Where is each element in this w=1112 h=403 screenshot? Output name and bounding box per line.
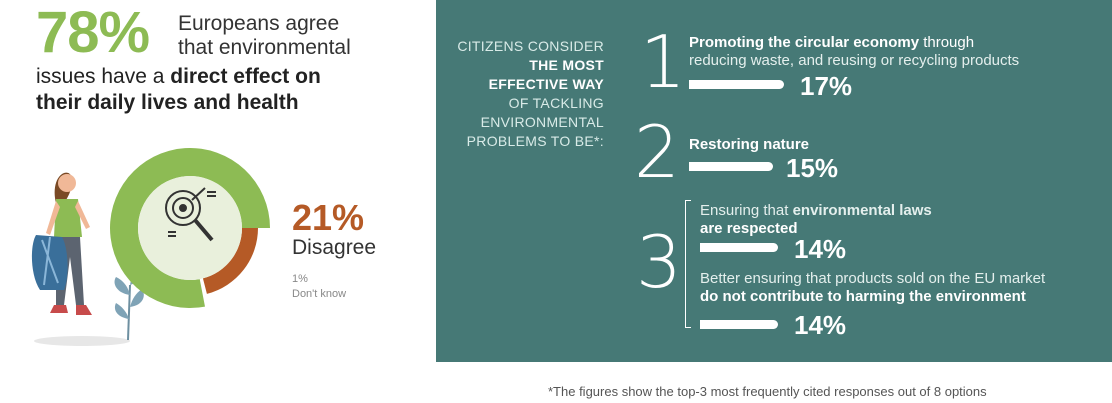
item-1-bold: Promoting the circular economy: [689, 34, 920, 51]
donut-segment-agree: [110, 148, 270, 308]
rank-number-1: 1: [640, 20, 686, 104]
issues-bold: direct effect on: [170, 65, 321, 88]
item-2-percent: 15%: [786, 153, 839, 183]
item-3a-plain: Ensuring that: [700, 202, 793, 219]
item-3b-line-2: do not contribute to harming the environ…: [700, 288, 1026, 306]
donut-arcs: [110, 148, 270, 308]
item-1-rest: through: [919, 34, 975, 51]
item-3a-bar: [700, 243, 778, 252]
donut-chart: [110, 148, 270, 308]
panel-label-line-2: the most: [529, 57, 604, 73]
item-2-bold: Restoring nature: [689, 136, 810, 153]
panel-label-line-6: problems to be*:: [466, 133, 604, 149]
item-1-percent: 17%: [800, 71, 853, 101]
item-3a-percent: 14%: [794, 234, 847, 264]
issues-line: issues have a direct effect on: [36, 64, 321, 90]
panel-label-line-4: of tackling: [508, 95, 604, 111]
item-3-bracket: [685, 200, 691, 328]
disagree-percent: 21%: [292, 197, 365, 238]
rank-number-2: 2: [634, 110, 680, 194]
agree-line-1: Europeans agree: [178, 12, 340, 35]
item-2-bar: [689, 162, 773, 171]
item-3a-bold-1: environmental laws: [792, 202, 932, 219]
item-3b-percent: 14%: [794, 310, 847, 340]
headline-percent: 78%: [36, 0, 150, 65]
item-3b-bar: [700, 320, 778, 329]
item-1-bar: [689, 80, 784, 89]
item-1-line-2: reducing waste, and reusing or recycling…: [689, 52, 1020, 69]
item-3b-line-1: Better ensuring that products sold on th…: [700, 270, 1046, 287]
item-2-line-1: Restoring nature: [689, 136, 809, 154]
daily-lives-line: their daily lives and health: [36, 91, 299, 114]
panel-label-line-3: effective way: [488, 76, 604, 92]
donut-center: [138, 176, 242, 280]
issues-plain: issues have a: [36, 65, 171, 88]
agree-line-2: that environmental: [178, 36, 351, 59]
target-search-icon: [165, 187, 216, 242]
rank-number-3: 3: [636, 220, 682, 304]
footnote: *The figures show the top-3 most frequen…: [548, 384, 987, 399]
person-illustration: [31, 172, 144, 346]
item-1-line-1: Promoting the circular economy through: [689, 34, 974, 52]
donut-segment-disagree: [202, 228, 258, 294]
dont-know-label: Don't know: [292, 288, 347, 300]
panel-label-line-1: Citizens consider: [457, 38, 604, 54]
dont-know-percent: 1%: [292, 273, 308, 285]
item-3a-bold-2: are respected: [700, 220, 798, 237]
item-3b-bold: do not contribute to harming the environ…: [700, 288, 1026, 305]
disagree-label: Disagree: [292, 236, 377, 259]
panel-label-line-5: environmental: [480, 114, 604, 130]
item-3a-line-2: are respected: [700, 220, 798, 238]
item-3a-line-1: Ensuring that environmental laws: [700, 202, 932, 220]
agree-text: Europeans agree that environmental: [178, 12, 351, 60]
effective-ways-panel: [436, 0, 1112, 362]
